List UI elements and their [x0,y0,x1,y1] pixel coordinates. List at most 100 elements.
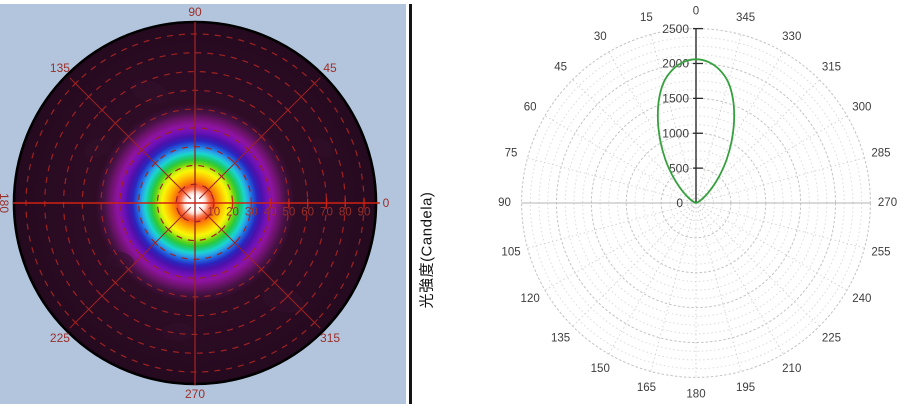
intensity-curve [656,58,736,204]
radial-tick-label: 60 [301,207,314,219]
spoke-cross-tick [125,133,133,141]
polar-angle-label: 225 [822,332,841,344]
polar-angle-label: 0 [693,6,699,18]
angle-label: 225 [50,331,70,345]
spoke-cross-tick [297,93,305,101]
angle-label: 135 [50,61,70,75]
spoke-cross-tick [204,186,212,194]
polar-spoke [608,51,697,204]
polar-spoke [695,157,865,204]
polar-grid-ring [521,28,871,378]
spoke-cross-tick [164,172,172,180]
spoke-cross-tick [178,212,186,220]
angle-label: 270 [185,387,205,401]
spoke-cross-tick [151,159,159,167]
panel-divider [409,4,412,404]
spoke-cross-tick [85,93,93,101]
spoke-cross-tick [271,119,279,127]
polar-spoke [608,202,697,355]
polar-angle-label: 255 [871,247,890,259]
spoke-cross-tick [284,292,292,300]
diagonal-spoke [69,206,192,329]
angle-label: 45 [323,61,337,75]
polar-angle-label: 135 [551,332,570,344]
spoke-cross-tick [178,186,186,194]
diagonal-spoke [69,77,192,200]
polar-spoke [695,202,742,372]
spoke-cross-tick [138,146,146,154]
polar-spoke [695,51,784,204]
polar-angle-label: 105 [501,247,520,259]
spoke-cross-tick [310,318,319,327]
heatmap-noise-blotch [311,138,333,158]
spoke-cross-tick [218,172,226,180]
spoke-cross-tick [244,146,252,154]
polar-angle-label: 240 [852,293,871,305]
polar-angle-label: 45 [554,62,567,74]
spoke-cross-tick [244,252,252,260]
spoke-cross-tick [98,106,106,114]
polar-spoke [695,34,742,204]
spoke-cross-tick [204,212,212,220]
polar-spoke [695,202,820,327]
polar-angle-label: 30 [594,31,607,43]
polar-angle-label: 315 [822,62,841,74]
spoke-cross-tick [218,226,226,234]
spoke-cross-tick [164,226,172,234]
polar-angle-label: 195 [736,382,755,394]
heatmap-noise-blotch [84,137,112,159]
polar-angle-label: 90 [498,197,511,209]
polar-angle-label: 300 [852,101,871,113]
spoke-cross-tick [111,279,119,287]
radial-tick-label: 20 [226,207,239,219]
polar-heatmap-chart: 10 20 30 40 50 60 70 80 90 0 45 90 135 180 225 270 315 [0,4,406,404]
polar-angle-label: 270 [878,197,897,209]
spoke-cross-tick [71,318,80,327]
polar-angle-label: 120 [521,293,540,305]
spoke-cross-tick [257,265,265,273]
spoke-cross-tick [111,119,119,127]
polar-angle-label: 60 [524,101,537,113]
polar-spoke [695,202,784,355]
polar-spoke [695,115,848,204]
angle-label: 180 [0,193,11,213]
spoke-cross-tick [271,279,279,287]
spoke-cross-tick [257,133,265,141]
polar-angle-label: 210 [782,363,801,375]
diagonal-spoke [198,77,321,200]
radial-tick-label: 30 [245,207,258,219]
polar-spoke [544,202,697,291]
angle-label: 90 [188,5,202,19]
r-axis-tick-label: 2500 [662,22,689,36]
polar-spoke [527,202,697,249]
radial-tick-label: 70 [320,207,333,219]
polar-line-chart: 0 500 1000 1500 2000 2500 0 15 30 45 60 75 90 105 120 1… [498,6,897,401]
polar-spoke [695,202,848,291]
spoke-cross-tick [231,239,239,247]
radial-tick-label: 80 [339,207,352,219]
diagonal-spoke [198,206,321,329]
polar-angle-label: 150 [591,363,610,375]
spoke-cross-tick [297,305,305,313]
spoke-cross-tick [125,265,133,273]
spoke-cross-tick [231,159,239,167]
polar-spoke [650,34,697,204]
angle-label: 0 [383,196,390,210]
spoke-cross-tick [284,106,292,114]
polar-angle-label: 330 [782,31,801,43]
r-axis-tick-label: 2000 [662,57,689,71]
radial-tick-label: 50 [283,207,296,219]
heatmap-noise-blotch [130,79,170,105]
radial-tick-label: 90 [358,207,371,219]
polar-spoke [527,157,697,204]
radial-tick-label: 40 [264,207,277,219]
r-axis-tick-label: 1500 [662,92,689,106]
polar-angle-label: 180 [686,389,705,401]
r-axis-tick-label: 0 [676,196,683,210]
spoke-cross-tick [98,292,106,300]
spoke-cross-tick [151,239,159,247]
spoke-cross-tick [138,252,146,260]
polar-plot-panel: 0 500 1000 1500 2000 2500 0 15 30 45 60 75 90 105 120 1… [414,0,906,408]
radial-tick-label: 10 [207,207,220,219]
